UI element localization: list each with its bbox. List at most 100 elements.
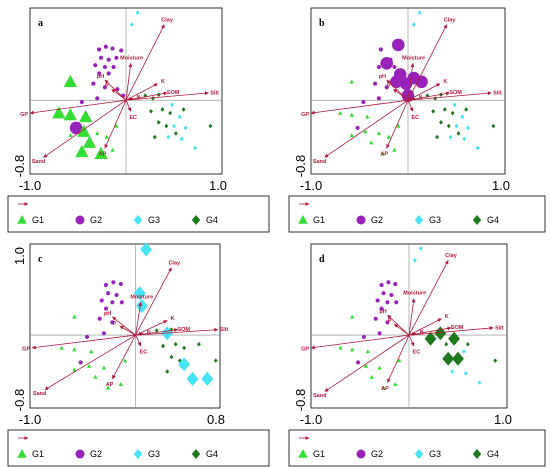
point-g4 xyxy=(169,327,174,332)
vector-clay xyxy=(408,260,449,336)
point-g1 xyxy=(365,349,371,354)
legend-marker-g3 xyxy=(414,215,424,225)
vector-silt xyxy=(407,91,492,101)
legend-marker-g2 xyxy=(356,449,366,459)
point-g3 xyxy=(135,298,148,313)
point-g1 xyxy=(368,140,374,145)
point-g2 xyxy=(97,316,102,321)
vector-moisture xyxy=(408,298,416,336)
point-g4 xyxy=(434,326,447,341)
point-g2 xyxy=(119,300,124,305)
vector-ec xyxy=(125,100,132,112)
point-g2 xyxy=(355,125,360,130)
vector-ap xyxy=(104,100,127,149)
point-g1 xyxy=(114,123,119,128)
vector-n xyxy=(135,332,144,337)
point-g1 xyxy=(393,382,398,387)
point-g2 xyxy=(386,280,391,285)
point-g4 xyxy=(173,131,178,136)
vector-label: Clay xyxy=(445,253,458,259)
point-g1 xyxy=(397,358,402,363)
point-g3 xyxy=(179,136,184,142)
point-g2 xyxy=(111,64,116,70)
vector-gp xyxy=(310,99,409,115)
point-g3 xyxy=(461,349,466,354)
legend-label: G4 xyxy=(487,449,499,459)
legend: G1 G2 G3 G4 xyxy=(288,195,546,233)
point-g4 xyxy=(491,123,496,129)
point-g4 xyxy=(452,351,464,366)
point-g3 xyxy=(166,134,171,140)
point-g4 xyxy=(152,134,157,140)
point-g3 xyxy=(177,114,182,120)
vector-label: Moisture xyxy=(403,291,426,297)
point-g2 xyxy=(399,77,413,90)
vector-label: Clay xyxy=(161,17,174,23)
point-g1 xyxy=(386,134,391,139)
point-g1 xyxy=(68,132,73,137)
point-g1 xyxy=(52,106,66,119)
legend-label: G1 xyxy=(32,215,44,225)
point-g2 xyxy=(380,57,393,70)
point-g3 xyxy=(186,371,199,386)
vector-ap xyxy=(386,100,409,149)
legend: G1 G2 G3 G4 xyxy=(7,195,270,233)
vector-label: AP xyxy=(99,152,107,158)
point-g1 xyxy=(380,151,385,156)
point-g4 xyxy=(160,107,165,112)
point-g2 xyxy=(106,291,111,296)
point-g4 xyxy=(168,110,173,116)
point-g2 xyxy=(103,44,108,49)
vector-n xyxy=(125,97,134,102)
point-g1 xyxy=(349,79,354,84)
panel-letter: d xyxy=(319,254,325,265)
vector-label: AP xyxy=(106,382,114,388)
vector-label: N xyxy=(147,330,151,336)
vector-gp xyxy=(310,334,410,350)
plot-frame xyxy=(29,243,221,409)
vector-sand xyxy=(324,99,409,158)
point-g1 xyxy=(72,314,77,319)
legend-marker-g2 xyxy=(356,215,366,225)
vector-ap xyxy=(111,334,136,380)
legend-label: G2 xyxy=(371,449,383,459)
point-g1 xyxy=(365,114,370,119)
point-g3 xyxy=(452,102,457,108)
vector-label: GP xyxy=(301,112,309,118)
point-g2 xyxy=(106,71,111,76)
point-g1 xyxy=(89,349,94,354)
point-g4 xyxy=(181,107,186,112)
point-g4 xyxy=(156,120,161,125)
point-g4 xyxy=(464,107,469,112)
point-g3 xyxy=(133,286,146,301)
point-g1 xyxy=(75,144,89,158)
point-g1 xyxy=(396,123,401,128)
point-g1 xyxy=(363,363,369,368)
vector-label: Silt xyxy=(210,90,219,96)
panel-letter: a xyxy=(38,18,43,29)
point-g1 xyxy=(376,131,382,136)
vector-label: pH xyxy=(104,311,111,317)
legend-marker-g3 xyxy=(133,449,143,459)
point-g3 xyxy=(450,369,455,374)
point-g3 xyxy=(172,123,176,129)
point-g2 xyxy=(415,75,428,89)
vector-label: K xyxy=(161,79,165,85)
legend-label: G3 xyxy=(429,449,441,459)
legend-marker-g4 xyxy=(191,449,201,459)
point-g4 xyxy=(150,96,155,101)
point-g2 xyxy=(372,81,378,86)
point-g1 xyxy=(349,347,355,352)
vector-label: Silt xyxy=(493,90,502,96)
point-g4 xyxy=(424,331,437,346)
vector-moisture xyxy=(135,301,143,336)
point-g3 xyxy=(477,380,482,385)
point-g4 xyxy=(169,354,174,360)
vector-label: Silt xyxy=(220,327,229,333)
vector-label: Moisture xyxy=(402,55,425,61)
point-g2 xyxy=(392,64,397,70)
x-tick-label: -1.0 xyxy=(19,178,41,193)
x-tick-label: 0.8 xyxy=(207,412,225,427)
x-tick-label: 1.0 xyxy=(494,412,512,427)
legend-box xyxy=(7,195,270,233)
